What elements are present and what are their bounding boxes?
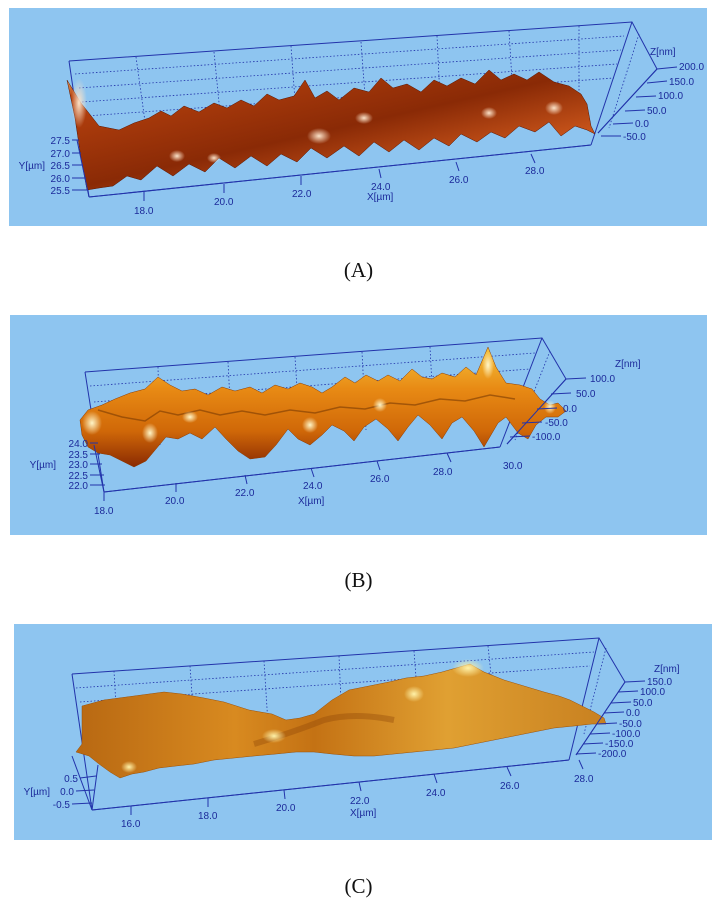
y-tick-labels: 27.5 27.0 26.5 26.0 25.5 Y[µm] <box>19 136 71 197</box>
svg-text:20.0: 20.0 <box>214 197 234 208</box>
svg-text:22.0: 22.0 <box>350 796 370 807</box>
svg-text:0.0: 0.0 <box>635 119 649 130</box>
svg-text:150.0: 150.0 <box>669 77 694 88</box>
y-axis <box>90 442 105 493</box>
svg-text:25.5: 25.5 <box>51 186 71 197</box>
svg-text:Y[µm]: Y[µm] <box>19 161 46 172</box>
x-tick-labels: 16.0 18.0 20.0 22.0 24.0 26.0 28.0 X[µm] <box>121 774 594 830</box>
z-tick-labels: Z[nm] 150.0 100.0 50.0 0.0 -50.0 -100.0 … <box>598 664 680 760</box>
svg-text:Y[µm]: Y[µm] <box>30 460 57 471</box>
y-axis <box>72 139 90 198</box>
svg-text:200.0: 200.0 <box>679 62 704 73</box>
z-tick-labels: Z[nm] 200.0 150.0 100.0 50.0 0.0 -50.0 <box>623 47 704 143</box>
svg-text:20.0: 20.0 <box>276 803 296 814</box>
svg-text:23.0: 23.0 <box>69 460 89 471</box>
svg-text:50.0: 50.0 <box>633 698 653 709</box>
x-tick-labels: 18.0 20.0 22.0 24.0 26.0 28.0 X[µm] <box>134 166 545 217</box>
caption-b: (B) <box>344 568 373 592</box>
x-axis <box>103 446 501 501</box>
svg-text:28.0: 28.0 <box>433 467 453 478</box>
svg-text:-0.5: -0.5 <box>53 800 71 811</box>
svg-text:16.0: 16.0 <box>121 819 141 830</box>
svg-text:Z[nm]: Z[nm] <box>654 664 680 675</box>
svg-text:-200.0: -200.0 <box>598 749 627 760</box>
x-axis <box>88 144 592 201</box>
svg-text:-50.0: -50.0 <box>545 418 568 429</box>
svg-text:28.0: 28.0 <box>525 166 545 177</box>
svg-text:26.5: 26.5 <box>51 161 71 172</box>
svg-text:26.0: 26.0 <box>449 175 469 186</box>
z-tick-labels: Z[nm] 100.0 50.0 0.0 -50.0 -100.0 <box>532 359 641 443</box>
panel-a-surface-plot: 18.0 20.0 22.0 24.0 26.0 28.0 X[µm] 27.5… <box>9 8 707 226</box>
surface-c <box>75 663 607 779</box>
svg-text:100.0: 100.0 <box>640 687 665 698</box>
svg-text:18.0: 18.0 <box>94 506 114 517</box>
svg-text:100.0: 100.0 <box>590 374 615 385</box>
y-tick-labels: 24.0 23.5 23.0 22.5 22.0 Y[µm] <box>30 439 89 492</box>
surface-highlights <box>71 78 563 163</box>
svg-text:22.0: 22.0 <box>235 488 255 499</box>
svg-text:24.0: 24.0 <box>303 481 323 492</box>
svg-text:Z[nm]: Z[nm] <box>615 359 641 370</box>
svg-text:24.0: 24.0 <box>371 182 391 193</box>
svg-text:20.0: 20.0 <box>165 496 185 507</box>
surface-a <box>66 69 596 191</box>
svg-text:150.0: 150.0 <box>647 677 672 688</box>
svg-text:100.0: 100.0 <box>658 91 683 102</box>
svg-text:27.5: 27.5 <box>51 136 71 147</box>
caption-c: (C) <box>344 874 373 898</box>
panel-c-svg: 16.0 18.0 20.0 22.0 24.0 26.0 28.0 X[µm]… <box>24 637 680 830</box>
panel-c-surface-plot: 16.0 18.0 20.0 22.0 24.0 26.0 28.0 X[µm]… <box>14 624 712 840</box>
svg-text:Z[nm]: Z[nm] <box>650 47 676 58</box>
surface-b <box>79 346 567 468</box>
panel-b-surface-plot: 18.0 20.0 22.0 24.0 26.0 28.0 30.0 X[µm]… <box>10 315 707 535</box>
panel-a-svg: 18.0 20.0 22.0 24.0 26.0 28.0 X[µm] 27.5… <box>19 21 704 217</box>
svg-text:26.0: 26.0 <box>51 174 71 185</box>
svg-text:24.0: 24.0 <box>69 439 89 450</box>
svg-text:X[µm]: X[µm] <box>350 808 377 819</box>
svg-text:18.0: 18.0 <box>198 811 218 822</box>
svg-text:0.0: 0.0 <box>60 787 74 798</box>
svg-text:50.0: 50.0 <box>576 389 596 400</box>
svg-text:Y[µm]: Y[µm] <box>24 787 51 798</box>
svg-text:0.0: 0.0 <box>626 708 640 719</box>
x-axis <box>91 759 584 815</box>
svg-text:X[µm]: X[µm] <box>367 192 394 203</box>
z-axis <box>506 377 587 445</box>
svg-text:26.0: 26.0 <box>500 781 520 792</box>
svg-text:0.0: 0.0 <box>563 404 577 415</box>
caption-a: (A) <box>343 258 374 282</box>
panel-b-svg: 18.0 20.0 22.0 24.0 26.0 28.0 30.0 X[µm]… <box>30 337 641 517</box>
z-axis <box>575 680 646 756</box>
y-axis <box>71 755 99 811</box>
y-tick-labels: 0.5 0.0 -0.5 Y[µm] <box>24 774 79 811</box>
svg-text:22.0: 22.0 <box>292 189 312 200</box>
svg-text:24.0: 24.0 <box>426 788 446 799</box>
svg-text:0.5: 0.5 <box>64 774 78 785</box>
svg-text:-50.0: -50.0 <box>619 719 642 730</box>
svg-text:22.5: 22.5 <box>69 471 89 482</box>
svg-text:50.0: 50.0 <box>647 106 667 117</box>
svg-text:27.0: 27.0 <box>51 149 71 160</box>
surface-b-ridge <box>97 394 516 422</box>
x-tick-labels: 18.0 20.0 22.0 24.0 26.0 28.0 30.0 X[µm] <box>94 461 523 517</box>
svg-text:-50.0: -50.0 <box>623 132 646 143</box>
surface-highlights <box>121 659 484 773</box>
svg-text:X[µm]: X[µm] <box>298 496 325 507</box>
svg-text:-150.0: -150.0 <box>605 739 634 750</box>
svg-text:30.0: 30.0 <box>503 461 523 472</box>
svg-text:26.0: 26.0 <box>370 474 390 485</box>
svg-text:18.0: 18.0 <box>134 206 154 217</box>
z-axis <box>597 66 678 137</box>
svg-text:-100.0: -100.0 <box>532 432 561 443</box>
svg-text:22.0: 22.0 <box>69 481 89 492</box>
svg-text:28.0: 28.0 <box>574 774 594 785</box>
svg-text:-100.0: -100.0 <box>612 729 641 740</box>
surface-highlights <box>82 351 556 443</box>
svg-text:23.5: 23.5 <box>69 450 89 461</box>
